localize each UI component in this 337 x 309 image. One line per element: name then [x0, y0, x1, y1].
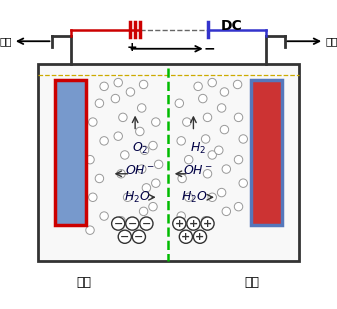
- Circle shape: [100, 82, 108, 91]
- Text: −: −: [142, 218, 151, 229]
- Text: −: −: [114, 218, 123, 229]
- Text: +: +: [203, 218, 212, 229]
- Circle shape: [208, 151, 216, 159]
- Circle shape: [140, 146, 149, 154]
- Text: 氧气: 氧气: [0, 36, 12, 46]
- Circle shape: [239, 135, 247, 143]
- Circle shape: [123, 193, 132, 201]
- Circle shape: [220, 88, 229, 96]
- Text: 氢气: 氢气: [325, 36, 337, 46]
- Circle shape: [233, 80, 242, 89]
- Circle shape: [100, 212, 108, 220]
- Text: +: +: [195, 232, 205, 242]
- Circle shape: [154, 160, 163, 169]
- Circle shape: [137, 104, 146, 112]
- Circle shape: [222, 207, 231, 216]
- Circle shape: [140, 207, 148, 216]
- Circle shape: [117, 217, 125, 225]
- Circle shape: [203, 113, 212, 122]
- Circle shape: [234, 113, 243, 122]
- Circle shape: [100, 137, 108, 145]
- Text: $OH^-$: $OH^-$: [183, 164, 213, 177]
- Text: $OH^-$: $OH^-$: [125, 164, 155, 177]
- Text: $H_2O$: $H_2O$: [124, 190, 150, 205]
- Circle shape: [234, 202, 243, 211]
- Circle shape: [86, 226, 94, 235]
- Circle shape: [194, 82, 202, 91]
- Bar: [251, 80, 282, 226]
- Circle shape: [177, 212, 185, 220]
- Circle shape: [89, 118, 97, 126]
- Text: +: +: [127, 41, 137, 54]
- Circle shape: [117, 170, 125, 178]
- Circle shape: [184, 155, 193, 164]
- Circle shape: [183, 226, 191, 235]
- Circle shape: [215, 146, 223, 154]
- Circle shape: [152, 179, 160, 187]
- Circle shape: [173, 217, 186, 230]
- Text: +: +: [189, 218, 198, 229]
- Circle shape: [142, 184, 151, 192]
- Circle shape: [89, 193, 97, 201]
- Circle shape: [114, 132, 122, 140]
- Circle shape: [177, 137, 185, 145]
- Bar: [38, 64, 299, 261]
- Circle shape: [112, 217, 125, 230]
- Text: $H_2$: $H_2$: [190, 141, 206, 156]
- Circle shape: [149, 202, 157, 211]
- Circle shape: [203, 170, 212, 178]
- Circle shape: [217, 188, 226, 197]
- Circle shape: [140, 80, 148, 89]
- Circle shape: [222, 165, 231, 173]
- Text: $H_2O$: $H_2O$: [181, 190, 208, 205]
- Circle shape: [234, 155, 243, 164]
- Circle shape: [126, 88, 135, 96]
- Circle shape: [132, 230, 146, 243]
- Circle shape: [217, 104, 226, 112]
- Circle shape: [118, 230, 131, 243]
- Text: −: −: [134, 232, 144, 242]
- Circle shape: [111, 94, 120, 103]
- Circle shape: [183, 118, 191, 126]
- Circle shape: [202, 217, 210, 225]
- Text: −: −: [204, 41, 215, 55]
- Circle shape: [175, 99, 184, 108]
- Text: 阳极: 阳极: [77, 276, 92, 289]
- Circle shape: [208, 78, 216, 87]
- Circle shape: [202, 135, 210, 143]
- Circle shape: [239, 179, 247, 187]
- Text: −: −: [128, 218, 137, 229]
- Circle shape: [121, 151, 129, 159]
- Circle shape: [126, 217, 139, 230]
- Circle shape: [95, 99, 104, 108]
- Circle shape: [137, 165, 146, 173]
- Circle shape: [149, 141, 157, 150]
- Circle shape: [178, 174, 186, 183]
- Circle shape: [114, 78, 122, 87]
- Circle shape: [135, 127, 144, 136]
- Circle shape: [95, 174, 104, 183]
- Circle shape: [184, 193, 193, 201]
- Text: DC: DC: [221, 19, 242, 33]
- Circle shape: [201, 217, 214, 230]
- Circle shape: [193, 230, 207, 243]
- Text: 山东汇清环保: 山东汇清环保: [78, 164, 258, 212]
- Circle shape: [187, 217, 200, 230]
- Circle shape: [140, 217, 153, 230]
- Text: +: +: [181, 232, 190, 242]
- Circle shape: [152, 118, 160, 126]
- Text: −: −: [120, 232, 129, 242]
- Text: $O_2$: $O_2$: [132, 141, 148, 156]
- Circle shape: [179, 230, 192, 243]
- Circle shape: [119, 113, 127, 122]
- Text: +: +: [175, 218, 184, 229]
- Circle shape: [220, 125, 229, 134]
- Circle shape: [86, 155, 94, 164]
- Bar: [55, 80, 86, 226]
- Circle shape: [198, 94, 207, 103]
- Circle shape: [208, 193, 216, 201]
- Text: 阴极: 阴极: [244, 276, 259, 289]
